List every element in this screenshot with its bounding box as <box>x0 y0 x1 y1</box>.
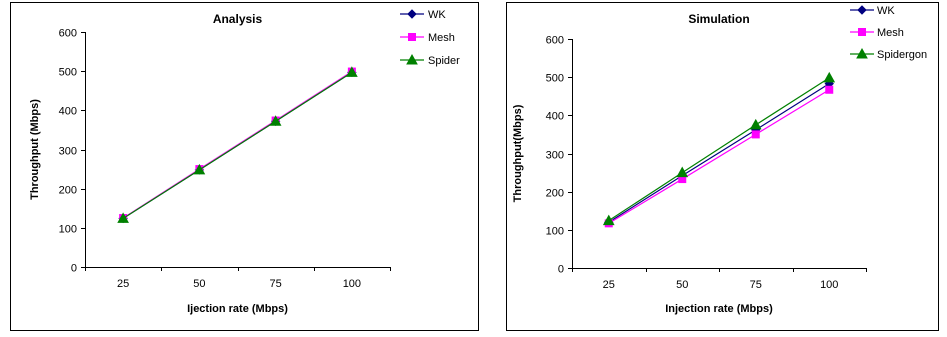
chart-title: Simulation <box>688 12 749 26</box>
legend-label: Mesh <box>428 32 455 44</box>
y-tick-label: 500 <box>546 73 564 85</box>
legend-marker <box>406 53 418 65</box>
y-tick-label: 500 <box>59 67 77 79</box>
x-tick-label: 25 <box>603 279 615 291</box>
legend: WK Mesh Spider <box>400 9 460 67</box>
y-tick-label: 600 <box>546 35 564 47</box>
x-tick-label: 100 <box>343 278 361 290</box>
series-mesh <box>604 85 834 228</box>
legend-label: Mesh <box>877 27 904 39</box>
legend-marker <box>856 47 868 59</box>
y-tick-label: 600 <box>59 28 77 40</box>
x-tick-label: 100 <box>820 279 838 291</box>
analysis-chart-panel: 0 100 200 300 400 500 600 25 50 75 100 Analysis Ijec… <box>10 2 479 331</box>
data-point <box>117 212 129 223</box>
x-axis-label: Ijection rate (Mbps) <box>187 303 288 315</box>
data-point <box>823 71 836 83</box>
series-line <box>608 77 830 222</box>
data-point <box>346 66 358 77</box>
legend-label: Spidergon <box>877 49 927 61</box>
y-tick-label: 300 <box>546 150 564 162</box>
series-spider <box>117 66 358 223</box>
legend-marker <box>857 5 867 15</box>
chart-title: Analysis <box>213 12 263 26</box>
x-tick-label: 75 <box>750 279 762 291</box>
y-tick-label: 0 <box>71 263 77 275</box>
x-tick-label: 75 <box>270 278 282 290</box>
x-tick-label: 50 <box>676 279 688 291</box>
y-tick-label: 200 <box>546 188 564 200</box>
simulation-chart-panel: 0 100 200 300 400 500 600 25 50 75 100 Simulation In… <box>498 0 947 337</box>
data-point <box>269 115 282 126</box>
x-tick-label: 25 <box>117 278 129 290</box>
legend-marker <box>408 33 416 41</box>
chart-frame <box>10 2 479 331</box>
legend-marker <box>858 28 866 36</box>
legend-marker <box>407 9 417 19</box>
data-point <box>749 118 762 130</box>
series-wk <box>604 78 834 227</box>
chart-frame <box>506 2 939 331</box>
y-axis-label: Throughput (Mbps) <box>29 99 41 200</box>
data-point <box>825 85 834 94</box>
simulation-chart: 0 100 200 300 400 500 600 25 50 75 100 Simulation In… <box>506 2 939 331</box>
y-tick-label: 400 <box>59 106 77 118</box>
series-line <box>122 71 353 219</box>
y-tick-label: 200 <box>59 185 77 197</box>
y-tick-label: 100 <box>59 224 77 236</box>
legend-label: WK <box>428 9 446 21</box>
legend-label: WK <box>877 5 895 17</box>
data-point <box>193 163 206 175</box>
data-point <box>602 214 615 226</box>
y-axis-label: Throughput(Mbps) <box>512 104 524 202</box>
legend-label: Spider <box>428 55 460 67</box>
series-line <box>608 89 830 224</box>
y-tick-label: 100 <box>546 226 564 238</box>
y-tick-label: 300 <box>59 146 77 158</box>
x-axis-label: Injection rate (Mbps) <box>665 303 773 315</box>
legend: WK Mesh Spidergon <box>850 5 927 61</box>
data-point <box>751 130 760 139</box>
series-spidergon <box>602 71 836 226</box>
series-line <box>608 83 830 223</box>
y-tick-label: 400 <box>546 111 564 123</box>
analysis-chart: 0 100 200 300 400 500 600 25 50 75 100 Analysis Ijec… <box>10 2 479 331</box>
x-tick-label: 50 <box>193 278 205 290</box>
data-point <box>676 166 689 178</box>
y-tick-label: 0 <box>558 264 564 276</box>
